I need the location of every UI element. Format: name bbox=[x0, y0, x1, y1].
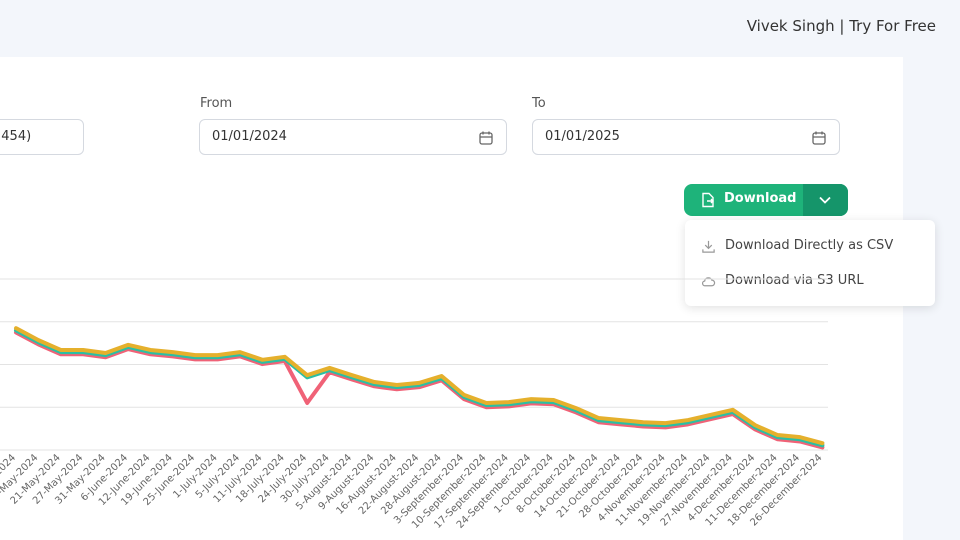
to-value: 01/01/2025 bbox=[545, 129, 620, 144]
cloud-icon bbox=[701, 277, 716, 287]
chevron-icon bbox=[819, 196, 831, 204]
menu-item[interactable]: Download via S3 URL bbox=[685, 263, 935, 299]
chart: May-202415-May-202421-May-202427-May-202… bbox=[0, 278, 828, 531]
to-label: To bbox=[532, 96, 546, 111]
menu-item-label: Download Directly as CSV bbox=[725, 238, 894, 253]
calendar-icon bbox=[812, 131, 826, 145]
dropdown-toggle[interactable] bbox=[803, 184, 848, 216]
calendar-icon bbox=[479, 131, 493, 145]
download-button[interactable]: Download bbox=[684, 184, 848, 216]
download-icon bbox=[702, 240, 715, 253]
from-input[interactable]: 01/01/2024 bbox=[199, 119, 507, 155]
from-value: 01/01/2024 bbox=[212, 129, 287, 144]
series-line bbox=[14, 326, 825, 446]
series-line bbox=[14, 328, 825, 448]
series-line bbox=[14, 330, 825, 450]
download-label: Download bbox=[724, 191, 797, 206]
partial-field[interactable]: 2454) bbox=[0, 119, 84, 155]
field-value: 2454) bbox=[0, 129, 32, 144]
menu-item[interactable]: Download Directly as CSV bbox=[685, 228, 935, 264]
download-menu: Download Directly as CSV Download via S3… bbox=[685, 220, 935, 306]
from-label: From bbox=[200, 96, 233, 111]
menu-item-label: Download via S3 URL bbox=[725, 273, 864, 288]
user-link[interactable]: Vivek Singh | Try For Free bbox=[746, 17, 936, 35]
file-icon bbox=[702, 192, 714, 208]
to-input[interactable]: 01/01/2025 bbox=[532, 119, 840, 155]
